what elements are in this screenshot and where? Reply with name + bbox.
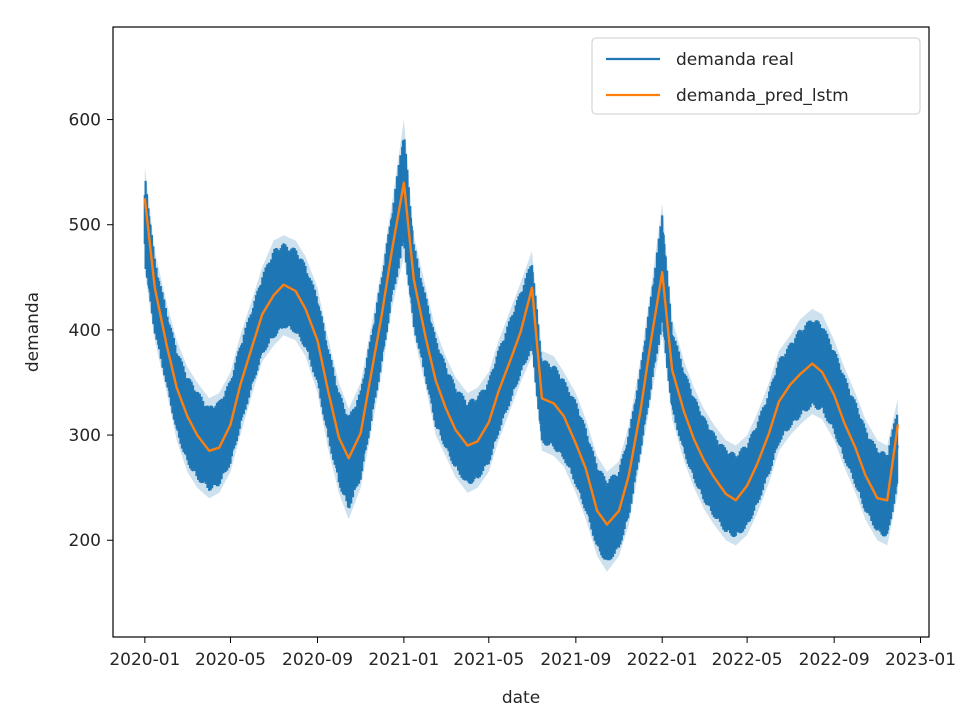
x-tick-label: 2021-09 [540, 650, 611, 670]
legend: demanda real demanda_pred_lstm [591, 37, 921, 115]
y-axis-label: demanda [23, 292, 43, 372]
x-tick-label: 2021-05 [453, 650, 524, 670]
x-tick-label: 2023-01 [885, 650, 956, 670]
legend-label-pred: demanda_pred_lstm [676, 86, 849, 106]
y-tick-label: 300 [69, 426, 101, 446]
series-pred-line [143, 181, 900, 526]
x-axis: 2020-01 2020-05 2020-09 2021-01 2021-05 2021-… [109, 637, 956, 670]
series-real-fluctuation [143, 139, 899, 561]
x-axis-label: date [502, 688, 540, 708]
x-tick-label: 2020-01 [109, 650, 180, 670]
x-tick-label: 2022-05 [712, 650, 783, 670]
legend-box [591, 37, 921, 115]
x-tick-label: 2022-09 [799, 650, 870, 670]
plot-frame [112, 26, 930, 638]
x-tick-label: 2020-09 [282, 650, 353, 670]
x-tick-label: 2020-05 [195, 650, 266, 670]
x-tick-label: 2021-01 [368, 650, 439, 670]
x-tick-label: 2022-01 [627, 650, 698, 670]
y-tick-label: 600 [69, 111, 101, 131]
plot-area [143, 119, 900, 572]
y-axis: 200 300 400 500 600 [69, 111, 113, 551]
y-tick-label: 200 [69, 531, 101, 551]
y-tick-label: 400 [69, 321, 101, 341]
legend-label-real: demanda real [676, 50, 794, 70]
y-tick-label: 500 [69, 216, 101, 236]
